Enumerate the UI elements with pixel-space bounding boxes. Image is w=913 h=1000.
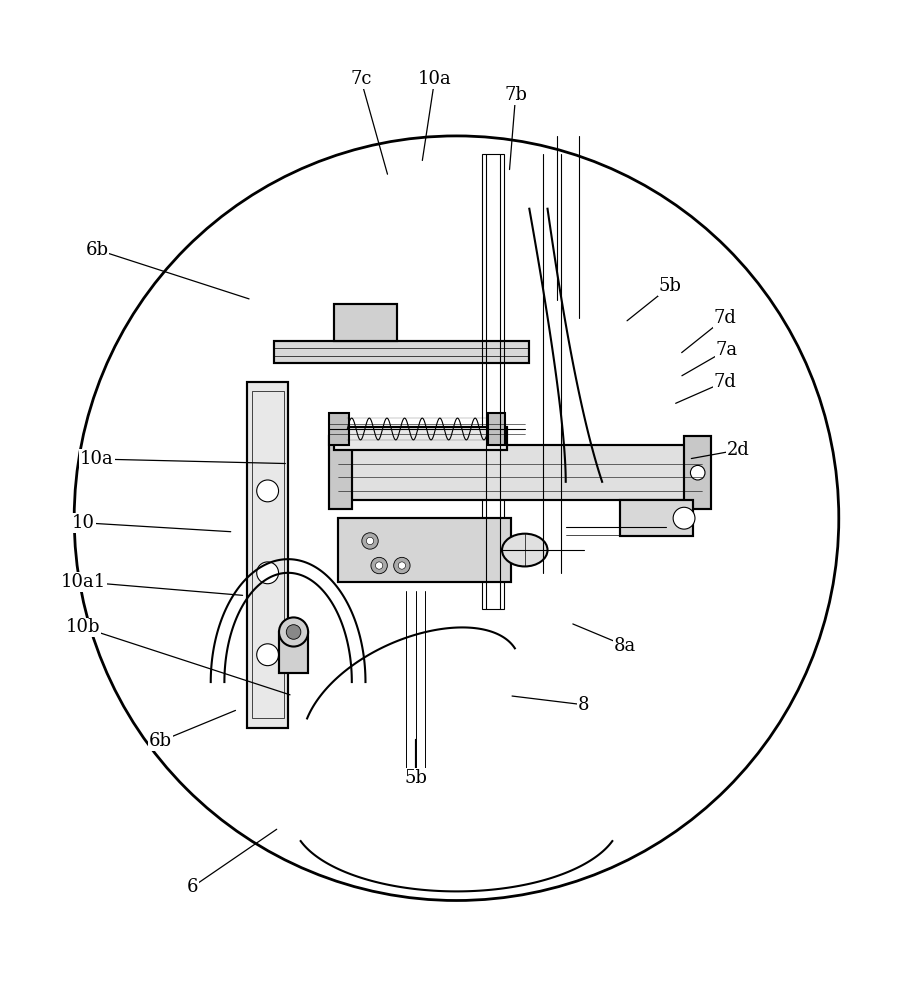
Text: 10b: 10b [66, 618, 100, 636]
Text: 8a: 8a [614, 637, 636, 655]
Circle shape [394, 557, 410, 574]
Text: 5b: 5b [404, 769, 427, 787]
Bar [333, 304, 397, 341]
Bar [329, 413, 349, 445]
Text: 7b: 7b [504, 86, 527, 104]
Bar [620, 500, 693, 536]
Bar [247, 382, 289, 728]
Text: 10a: 10a [80, 450, 114, 468]
Text: 7d: 7d [714, 373, 737, 391]
Circle shape [257, 562, 278, 584]
Bar [333, 427, 507, 450]
Bar [247, 382, 289, 728]
Text: 2d: 2d [728, 441, 750, 459]
Bar [338, 445, 702, 500]
Circle shape [371, 557, 387, 574]
Ellipse shape [502, 534, 548, 566]
Bar [279, 632, 308, 673]
Text: 10a1: 10a1 [60, 573, 106, 591]
Circle shape [362, 533, 378, 549]
Bar [279, 632, 308, 673]
Bar [338, 518, 511, 582]
Text: 8: 8 [578, 696, 590, 714]
Text: 6: 6 [187, 878, 198, 896]
Circle shape [287, 625, 301, 639]
Text: 6b: 6b [149, 732, 173, 750]
Bar [338, 518, 511, 582]
Bar [252, 391, 284, 718]
Bar [684, 436, 711, 509]
Bar [488, 413, 505, 445]
Text: 6b: 6b [86, 241, 109, 259]
Text: 5b: 5b [659, 277, 682, 295]
Text: 7a: 7a [716, 341, 738, 359]
Text: 7d: 7d [714, 309, 737, 327]
Bar [482, 154, 504, 609]
Bar [620, 500, 693, 536]
Bar [329, 436, 352, 509]
Circle shape [398, 562, 405, 569]
Bar [329, 436, 352, 509]
Circle shape [375, 562, 383, 569]
Bar [275, 341, 530, 363]
Bar [333, 427, 507, 450]
Bar [338, 445, 702, 500]
Circle shape [257, 480, 278, 502]
Circle shape [673, 507, 695, 529]
Text: 10: 10 [72, 514, 95, 532]
Text: 10a: 10a [418, 70, 452, 88]
Bar [333, 304, 397, 341]
Text: 7c: 7c [351, 70, 372, 88]
Bar [684, 436, 711, 509]
Circle shape [279, 617, 308, 647]
Circle shape [366, 537, 373, 545]
Circle shape [257, 644, 278, 666]
Bar [275, 341, 530, 363]
Circle shape [690, 465, 705, 480]
